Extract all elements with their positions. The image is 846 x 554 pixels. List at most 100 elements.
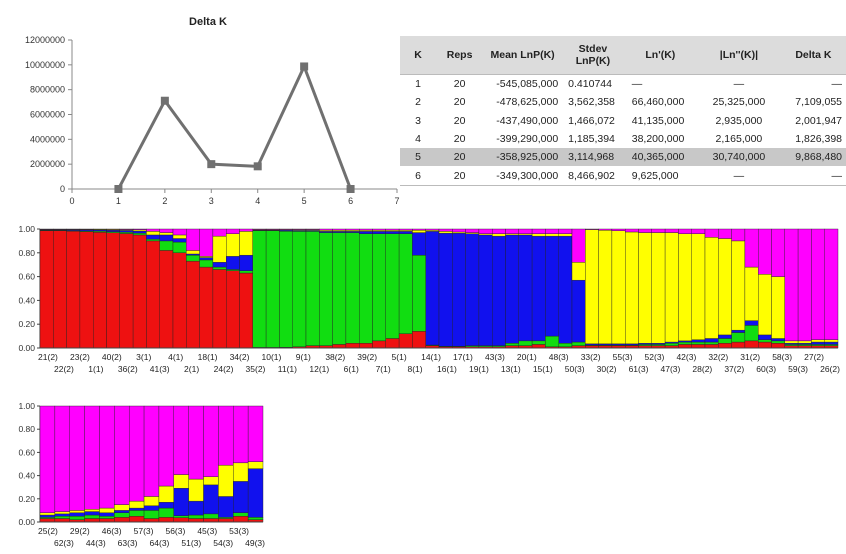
structure-bar-segment xyxy=(233,405,249,464)
structure-bar-segment xyxy=(651,232,666,344)
structure-bar-segment xyxy=(731,240,746,331)
structure-bar-segment xyxy=(233,462,249,482)
sample-label-top: 18(1) xyxy=(198,352,218,362)
structure-bar-segment xyxy=(571,262,586,281)
structure-bar-segment xyxy=(173,488,189,516)
y-tick-label: 4000000 xyxy=(30,134,65,144)
table-cell: 25,325,000 xyxy=(712,96,766,109)
structure-bar-segment xyxy=(159,234,174,242)
structure-bar-segment xyxy=(545,233,559,237)
structure-bar-segment xyxy=(731,329,746,333)
structure-bar-segment xyxy=(199,259,214,268)
sample-label-bottom: 35(2) xyxy=(246,364,266,374)
table-cell: 41,135,000 xyxy=(631,114,685,127)
structure-bar-segment xyxy=(571,341,586,346)
sample-label-bottom: 62(3) xyxy=(54,538,74,548)
structure-bar-segment xyxy=(332,344,347,349)
table-cell: 20 xyxy=(436,148,483,167)
sample-label-bottom: 54(3) xyxy=(213,538,233,548)
structure-bar-segment xyxy=(99,515,115,519)
structure-bar-segment xyxy=(558,233,573,237)
structure-bar-segment xyxy=(531,340,546,345)
table-row: 6 20 -349,300,000 8,466,902 9,625,000— — xyxy=(400,166,846,186)
y-tick-label: 2000000 xyxy=(30,159,65,169)
structure-bar-segment xyxy=(425,228,440,231)
structure-bar-segment xyxy=(84,514,100,519)
sample-label-top: 29(2) xyxy=(70,526,90,536)
structure-bar-segment xyxy=(305,228,320,230)
structure-bar-segment xyxy=(412,254,426,332)
structure-bar-segment xyxy=(398,233,413,334)
structure-bar-segment xyxy=(518,234,533,342)
x-tick-label: 0 xyxy=(69,196,74,206)
structure-bar-segment xyxy=(158,507,175,518)
structure-bar-segment xyxy=(704,338,719,343)
sample-label-top: 14(1) xyxy=(421,352,441,362)
structure-bar-segment xyxy=(199,257,214,261)
sample-label-top: 31(2) xyxy=(740,352,760,362)
structure-bar-segment xyxy=(106,232,121,349)
table-cell: 1,826,398 xyxy=(795,133,842,146)
sample-label-bottom: 1(1) xyxy=(88,364,103,374)
structure-bar-segment xyxy=(158,485,175,503)
structure-bar-segment xyxy=(452,232,466,347)
x-tick-label: 7 xyxy=(394,196,399,206)
structure-bar-segment xyxy=(531,228,546,234)
table-cell: 30,740,000 xyxy=(696,148,781,167)
table-header: Stdev LnP(K) xyxy=(562,36,624,75)
structure-bar-segment xyxy=(188,514,204,519)
structure-bar-segment xyxy=(678,341,692,345)
table-cell: 66,460,000 xyxy=(631,96,685,109)
table-cell: 20 xyxy=(436,166,483,186)
structure-bar-segment xyxy=(54,515,70,519)
structure-bar-segment xyxy=(438,228,453,232)
structure-bar-segment xyxy=(54,511,70,515)
table-cell: -437,490,000 xyxy=(496,114,559,127)
table-cell: 5 xyxy=(400,148,437,167)
sample-label-bottom: 2(1) xyxy=(184,364,199,374)
structure-bar-segment xyxy=(811,341,825,345)
structure-bar-segment xyxy=(744,266,759,321)
structure-bar-segment xyxy=(638,232,653,344)
structure-bar-segment xyxy=(758,228,772,275)
sample-label-bottom: 64(3) xyxy=(150,538,170,548)
y-tick-label: 0.80 xyxy=(18,248,35,258)
sample-label-top: 43(3) xyxy=(485,352,505,362)
table-header: Ln'(K) xyxy=(623,36,697,75)
structure-bar-segment xyxy=(233,515,249,523)
structure-bar-segment xyxy=(119,230,134,233)
delta-k-point xyxy=(160,96,169,105)
structure-bar-segment xyxy=(203,476,219,486)
structure-bar-segment xyxy=(54,518,70,523)
sample-label-top: 42(3) xyxy=(676,352,696,362)
sample-label-top: 21(2) xyxy=(38,352,58,362)
structure-bar-segment xyxy=(359,231,373,234)
structure-bar-segment xyxy=(797,228,812,342)
sample-label-bottom: 51(3) xyxy=(181,538,201,548)
structure-bar-segment xyxy=(279,231,293,348)
sample-label-top: 40(2) xyxy=(102,352,122,362)
structure-bar-segment xyxy=(718,338,732,344)
structure-bar-segment xyxy=(345,343,360,349)
structure-bar-segment xyxy=(225,233,240,257)
table-header: K xyxy=(400,36,437,75)
structure-bar-segment xyxy=(718,238,732,336)
y-tick-label: 0.00 xyxy=(18,343,35,353)
sample-label-top: 34(2) xyxy=(230,352,250,362)
y-tick-label: 0.00 xyxy=(18,517,35,527)
structure-bar-segment xyxy=(412,229,426,233)
structure-bar-segment xyxy=(691,339,706,343)
structure-bar-segment xyxy=(99,512,115,517)
structure-bar-segment xyxy=(704,237,719,339)
structure-bar-segment xyxy=(239,254,254,271)
structure-bar-segment xyxy=(172,241,187,254)
table-cell: 40,365,000 xyxy=(623,148,697,167)
structure-bar-segment xyxy=(146,228,160,232)
structure-bar-segment xyxy=(53,230,67,349)
sample-label-bottom: 49(3) xyxy=(245,538,265,548)
sample-label-bottom: 47(3) xyxy=(660,364,680,374)
x-tick-label: 6 xyxy=(348,196,353,206)
structure-bar-segment xyxy=(758,339,772,343)
structure-bar-segment xyxy=(119,233,134,349)
structure-bar-segment xyxy=(412,232,426,256)
